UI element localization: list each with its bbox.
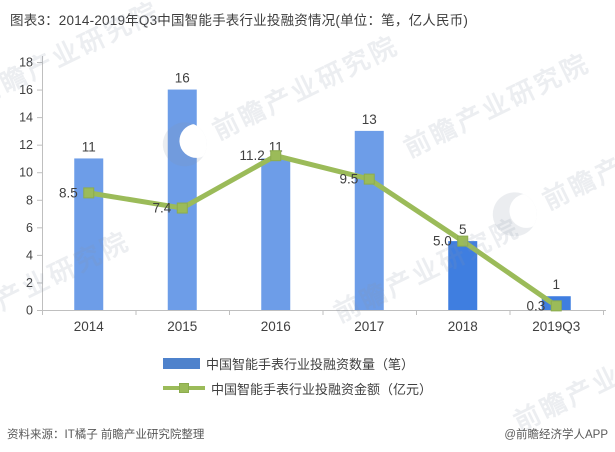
bar-value-label: 13	[362, 112, 377, 127]
bar-2014	[74, 158, 104, 310]
line-marker-2015	[176, 202, 188, 214]
y-tick-label: 6	[26, 221, 33, 235]
x-category-label: 2019Q3	[532, 319, 580, 334]
footer: 资料来源：IT橘子 前瞻产业研究院整理 @前瞻经济学人APP	[0, 426, 615, 442]
x-category-label: 2015	[167, 319, 197, 334]
line-marker-2016	[270, 150, 282, 162]
x-category-label: 2018	[448, 319, 478, 334]
y-tick-label: 18	[19, 56, 33, 70]
source-text: 资料来源：IT橘子 前瞻产业研究院整理	[7, 429, 205, 441]
bar-value-label: 1	[552, 277, 560, 292]
bar-series-swatch-icon	[163, 357, 200, 369]
line-marker-2017	[363, 173, 375, 185]
line-value-label: 0.3	[526, 298, 545, 313]
bar-value-label: 11	[82, 139, 96, 154]
chart-title: 图表3：2014-2019年Q3中国智能手表行业投融资情况(单位：笔，亿人民币)	[10, 13, 469, 28]
chart-svg: 0 2 4 6 8 10 12 14 16 18 2014 2015 2016 2017 2018 2019Q…	[19, 56, 606, 334]
y-tick-label: 12	[19, 138, 33, 152]
y-tick-label: 0	[26, 304, 33, 318]
line-value-label: 11.2	[239, 148, 264, 163]
line-series-path	[86, 153, 559, 309]
x-category-label: 2016	[261, 319, 291, 334]
credit-text: @前瞻经济学人APP	[504, 429, 608, 441]
bar-2017	[354, 130, 384, 310]
y-tick-label: 10	[19, 166, 33, 180]
legend: 中国智能手表行业投融资数量（笔） 中国智能手表行业投融资金额（亿元）	[163, 354, 432, 397]
line-value-label: 7.4	[152, 201, 171, 216]
line-series-label: 中国智能手表行业投融资金额（亿元）	[211, 381, 433, 397]
bar-value-label: 5	[459, 222, 467, 237]
line-value-label: 9.5	[339, 172, 358, 187]
legend-item-bar-series: 中国智能手表行业投融资数量（笔）	[163, 354, 432, 372]
line-value-label: 5.0	[433, 234, 452, 249]
bar-2018	[448, 241, 478, 310]
legend-item-line-series: 中国智能手表行业投融资金额（亿元）	[163, 379, 432, 397]
line-marker-swatch-icon	[179, 383, 189, 393]
y-tick-label: 14	[19, 111, 33, 125]
y-tick-label: 8	[26, 193, 33, 207]
line-marker-2019Q3	[550, 300, 562, 312]
line-series-swatch-icon	[163, 383, 205, 393]
bar-value-label: 16	[175, 71, 190, 86]
line-marker-2014	[83, 187, 95, 199]
x-category-label: 2014	[74, 319, 105, 334]
line-marker-2018	[457, 235, 469, 247]
x-category-label: 2017	[354, 319, 384, 334]
y-tick-label: 4	[26, 248, 33, 262]
y-tick-label: 2	[26, 276, 33, 290]
bar-series-label: 中国智能手表行业投融资数量（笔）	[206, 356, 415, 372]
bar-2016	[261, 158, 291, 310]
line-value-label: 8.5	[59, 185, 78, 200]
y-tick-label: 16	[19, 83, 33, 97]
